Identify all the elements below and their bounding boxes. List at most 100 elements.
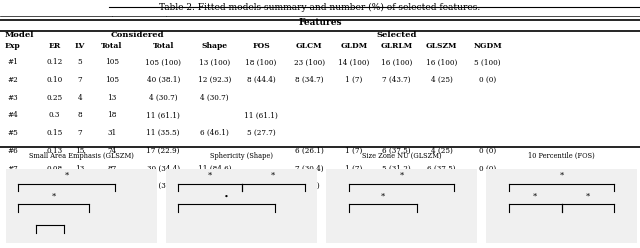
Text: *: *: [381, 193, 385, 201]
Text: 30 (34.4): 30 (34.4): [147, 164, 180, 173]
Text: 11 (84.6): 11 (84.6): [198, 164, 231, 173]
Text: 15: 15: [76, 147, 84, 155]
Text: GLCM: GLCM: [296, 41, 323, 50]
Text: 23 (100): 23 (100): [294, 59, 324, 66]
Text: 14 (100): 14 (100): [338, 59, 370, 66]
Text: 1 (20): 1 (20): [431, 182, 452, 190]
Text: 0.3: 0.3: [49, 112, 60, 120]
Text: 0.08: 0.08: [46, 164, 63, 173]
Text: 0.13: 0.13: [46, 147, 63, 155]
Text: 7 (43.7): 7 (43.7): [383, 76, 411, 84]
Text: Features: Features: [298, 18, 342, 28]
Text: 4 (30.7): 4 (30.7): [149, 94, 177, 102]
Text: 5 (31.2): 5 (31.2): [383, 164, 411, 173]
Text: GLRLM: GLRLM: [381, 41, 413, 50]
Text: 6 (46.1): 6 (46.1): [200, 129, 229, 137]
Text: 6 (26.1): 6 (26.1): [294, 147, 324, 155]
Text: 1 (7): 1 (7): [345, 76, 363, 84]
Text: LV: LV: [75, 41, 85, 50]
Text: 10 (55.5): 10 (55.5): [244, 182, 278, 190]
Text: 1 (7): 1 (7): [345, 164, 363, 173]
Text: FOS: FOS: [252, 41, 270, 50]
Text: 40 (38.1): 40 (38.1): [147, 76, 180, 84]
Text: *: *: [65, 172, 68, 180]
Text: 18: 18: [76, 182, 84, 190]
Text: GLSZM: GLSZM: [426, 41, 458, 50]
Text: 16 (100): 16 (100): [381, 59, 413, 66]
Text: 1 (7): 1 (7): [345, 147, 363, 155]
Text: Model: Model: [4, 31, 34, 39]
Text: 11 (61.1): 11 (61.1): [147, 112, 180, 120]
Text: 7 (30.4): 7 (30.4): [295, 164, 323, 173]
Text: Total: Total: [152, 41, 174, 50]
Text: Size Zone NU (GLSZM): Size Zone NU (GLSZM): [362, 152, 442, 160]
Text: 0.25: 0.25: [46, 94, 63, 102]
Text: #8: #8: [8, 182, 18, 190]
Text: 8: 8: [77, 112, 83, 120]
Text: Total: Total: [101, 41, 123, 50]
Text: Small Area Emphasis (GLSZM): Small Area Emphasis (GLSZM): [29, 152, 134, 160]
Text: Considered: Considered: [111, 31, 164, 39]
Text: 4 (25): 4 (25): [431, 147, 452, 155]
Text: Selected: Selected: [376, 31, 417, 39]
Text: 0.10: 0.10: [46, 76, 63, 84]
Text: 4 (25): 4 (25): [431, 76, 452, 84]
Text: 18 (100): 18 (100): [245, 59, 277, 66]
Text: Table 2. Fitted models summary and number (%) of selected features.: Table 2. Fitted models summary and numbe…: [159, 3, 481, 12]
Text: 4 (30.7): 4 (30.7): [200, 94, 228, 102]
Text: 11 (35.5): 11 (35.5): [147, 129, 180, 137]
Text: 5: 5: [77, 59, 83, 66]
Text: 92: 92: [108, 182, 116, 190]
Text: *: *: [399, 172, 404, 180]
Text: 30 (32.6): 30 (32.6): [147, 182, 180, 190]
Text: 13: 13: [76, 164, 84, 173]
Text: •: •: [224, 193, 229, 201]
Text: #3: #3: [8, 94, 18, 102]
Text: 6 (37.5): 6 (37.5): [383, 182, 411, 190]
Text: 8 (34.7): 8 (34.7): [295, 76, 323, 84]
Text: 105 (100): 105 (100): [145, 59, 181, 66]
Text: 12 (92.3): 12 (92.3): [198, 76, 231, 84]
Text: #7: #7: [8, 164, 18, 173]
Text: 105: 105: [105, 76, 119, 84]
Text: 13: 13: [108, 94, 116, 102]
Text: 0.09: 0.09: [46, 182, 63, 190]
Text: 13 (100): 13 (100): [199, 59, 230, 66]
Text: 4: 4: [77, 94, 83, 102]
Text: Note: Exp: Experiment; ER: Error Rate.: Note: Exp: Experiment; ER: Error Rate.: [6, 197, 152, 205]
Text: 5 (100): 5 (100): [474, 59, 501, 66]
Text: 74: 74: [108, 147, 116, 155]
Text: NGDM: NGDM: [474, 41, 502, 50]
Text: 11 (61.1): 11 (61.1): [244, 112, 278, 120]
Text: #2: #2: [8, 76, 18, 84]
Text: Sphericity (Shape): Sphericity (Shape): [210, 152, 273, 160]
Text: #1: #1: [8, 59, 18, 66]
Text: Exp: Exp: [5, 41, 20, 50]
Text: #4: #4: [8, 112, 18, 120]
Text: 7: 7: [77, 76, 83, 84]
Text: *: *: [533, 193, 538, 201]
Text: Shape: Shape: [202, 41, 227, 50]
Text: 0 (0): 0 (0): [479, 147, 496, 155]
Text: 7: 7: [77, 129, 83, 137]
Text: 3 (13): 3 (13): [298, 182, 320, 190]
Text: 31: 31: [108, 129, 116, 137]
Text: 0 (0): 0 (0): [479, 76, 496, 84]
Text: #5: #5: [8, 129, 18, 137]
Text: 10 Percentile (FOS): 10 Percentile (FOS): [528, 152, 595, 160]
Text: *: *: [52, 193, 56, 201]
Text: *: *: [559, 172, 564, 180]
Text: 8 (44.4): 8 (44.4): [247, 76, 275, 84]
Text: *: *: [586, 193, 590, 201]
Text: 105: 105: [105, 59, 119, 66]
Text: *: *: [208, 172, 212, 180]
Text: 4 (28.9): 4 (28.9): [340, 182, 368, 190]
Text: ER: ER: [48, 41, 61, 50]
Text: 6 (37.5): 6 (37.5): [383, 147, 411, 155]
Text: *: *: [271, 172, 275, 180]
Text: 0.12: 0.12: [46, 59, 63, 66]
Text: 0 (0): 0 (0): [479, 164, 496, 173]
Text: 16 (100): 16 (100): [426, 59, 458, 66]
Text: 6 (37.5): 6 (37.5): [428, 164, 456, 173]
Text: 0.15: 0.15: [46, 129, 63, 137]
